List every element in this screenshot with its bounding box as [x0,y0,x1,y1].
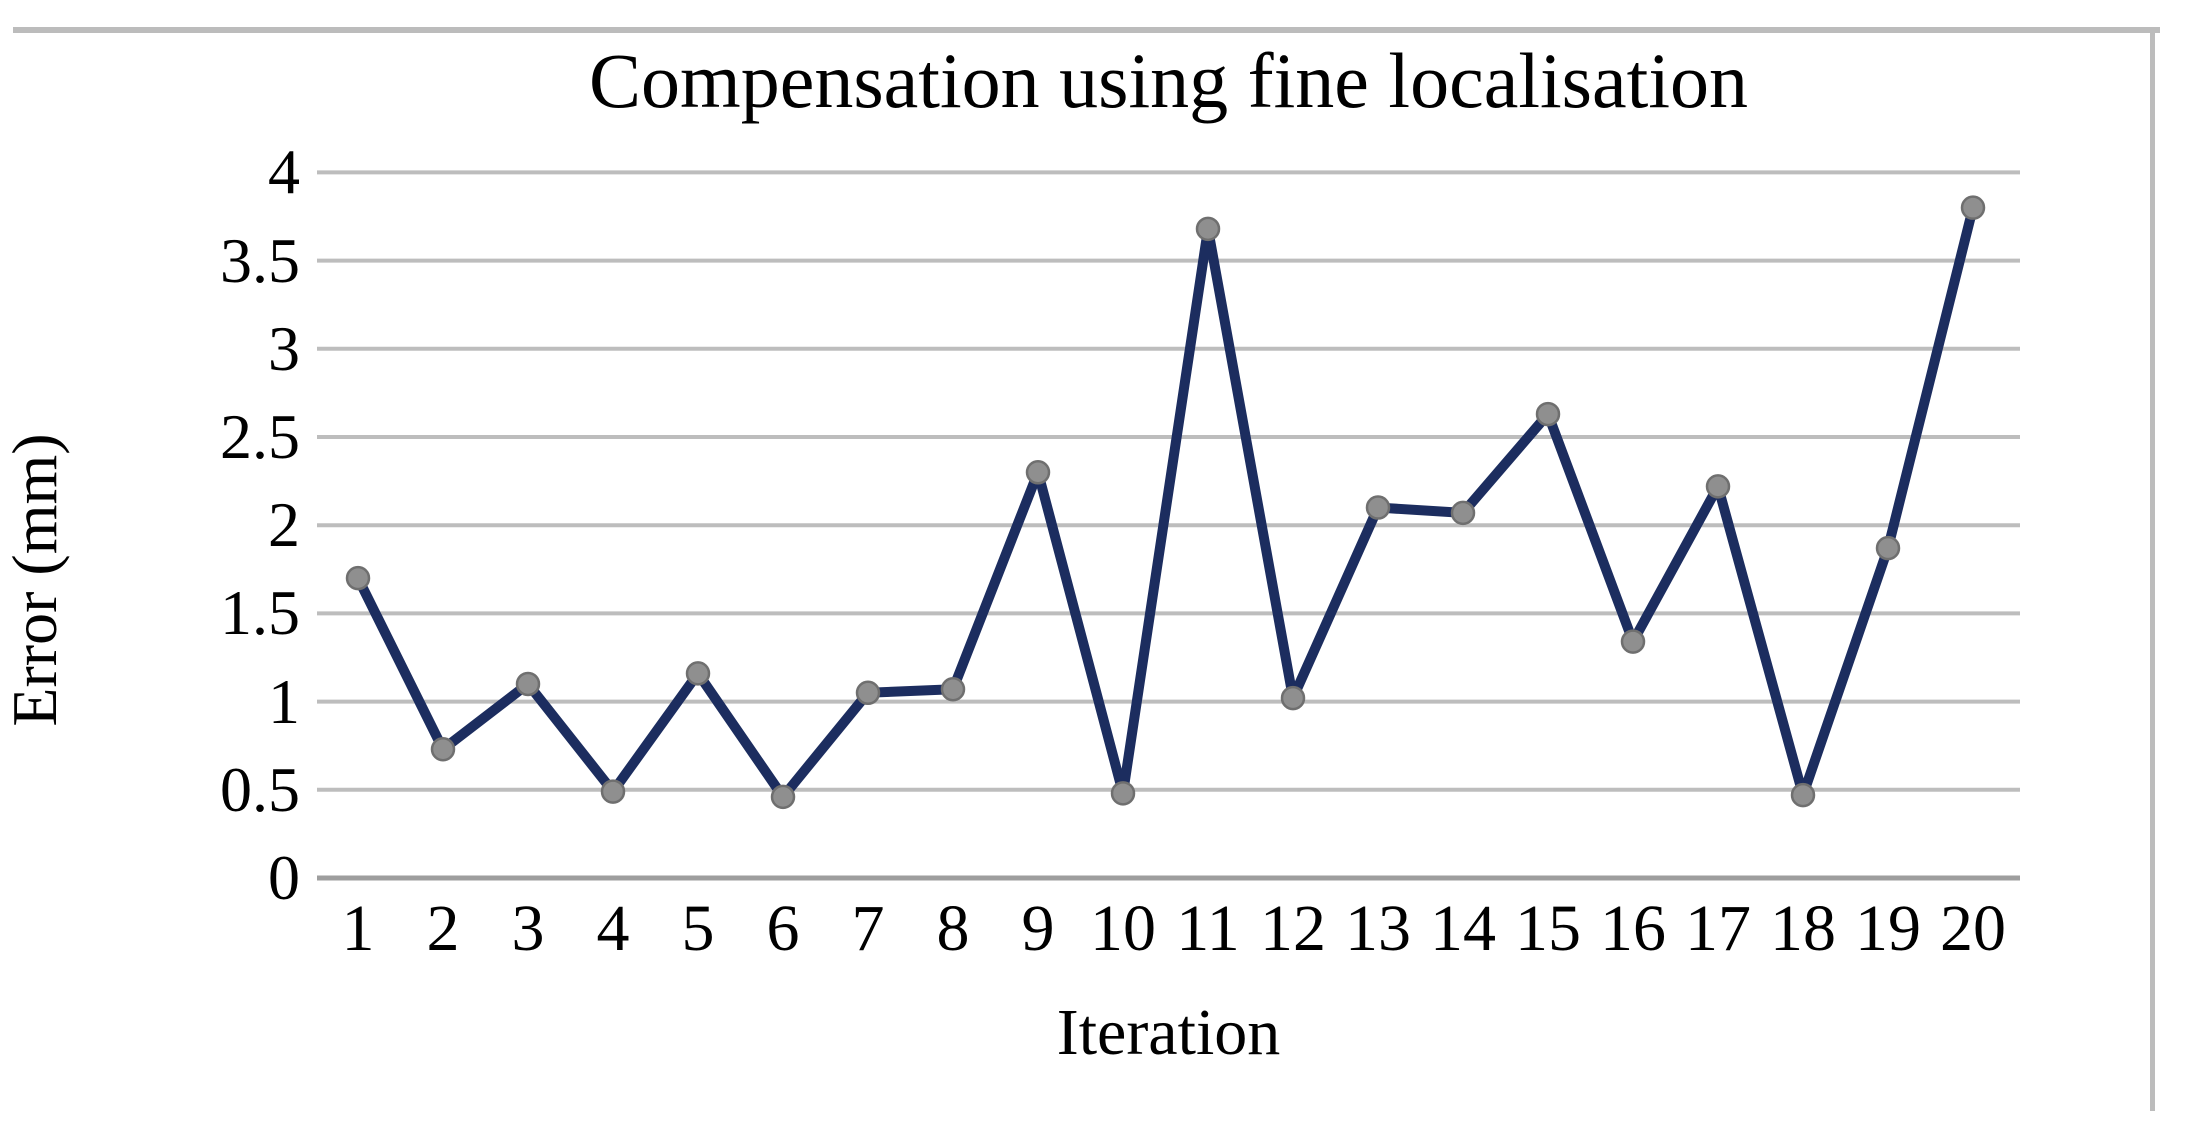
data-point-marker [1110,781,1136,806]
y-tick-label: 2.5 [220,401,300,472]
data-point-marker [1280,685,1306,711]
data-point-marker [430,736,456,762]
x-tick-label: 11 [1176,892,1240,965]
x-tick-label: 14 [1430,892,1496,965]
x-axis-title: Iteration [1056,996,1281,1069]
y-tick-label: 0.5 [220,753,300,825]
y-tick-label: 3.5 [220,224,300,296]
data-point-marker [1450,500,1476,526]
chart-border-right [2150,27,2155,1111]
data-point-marker [1195,216,1221,242]
data-point-marker [515,671,541,697]
x-tick-label: 17 [1685,892,1751,965]
x-tick-label: 3 [511,892,545,965]
data-point-marker [1365,495,1391,520]
data-point-marker [600,779,626,804]
chart-border-top [13,27,2160,33]
x-tick-label: 12 [1260,892,1326,965]
x-tick-label: 9 [1021,892,1055,965]
x-tick-label: 20 [1940,892,2006,965]
x-tick-label: 6 [766,892,800,965]
data-point-marker [1960,195,1986,220]
x-tick-label: 5 [681,892,715,965]
x-tick-label: 7 [851,892,885,965]
chart-title: Compensation using fine localisation [589,37,1748,124]
x-tick-label: 1 [341,892,375,965]
data-point-marker [1790,782,1816,808]
x-tick-label: 10 [1090,892,1156,965]
data-point-marker [345,565,371,591]
y-tick-label: 4 [268,136,300,208]
x-tick-label: 4 [596,892,630,965]
x-tick-label: 18 [1770,892,1836,965]
y-tick-label: 1.5 [220,577,300,649]
data-point-marker [685,661,711,686]
data-point-marker [1875,535,1901,561]
y-tick-label: 3 [268,312,300,384]
x-tick-label: 13 [1345,892,1411,965]
data-point-marker [1535,401,1561,427]
x-tick-label: 15 [1515,892,1581,965]
x-tick-label: 16 [1600,892,1666,965]
x-tick-label: 19 [1855,892,1921,965]
data-point-marker [1705,474,1731,499]
x-tick-label: 8 [936,892,970,965]
y-tick-label: 2 [268,489,300,561]
data-point-marker [1025,460,1051,485]
data-point-marker [855,680,881,706]
series-line [353,202,1978,802]
data-point-marker [1620,629,1646,654]
y-tick-label: 1 [268,665,300,737]
data-point-marker [770,784,796,810]
x-tick-label: 2 [426,892,460,965]
data-point-marker [940,677,966,702]
y-tick-label: 0 [268,842,300,913]
